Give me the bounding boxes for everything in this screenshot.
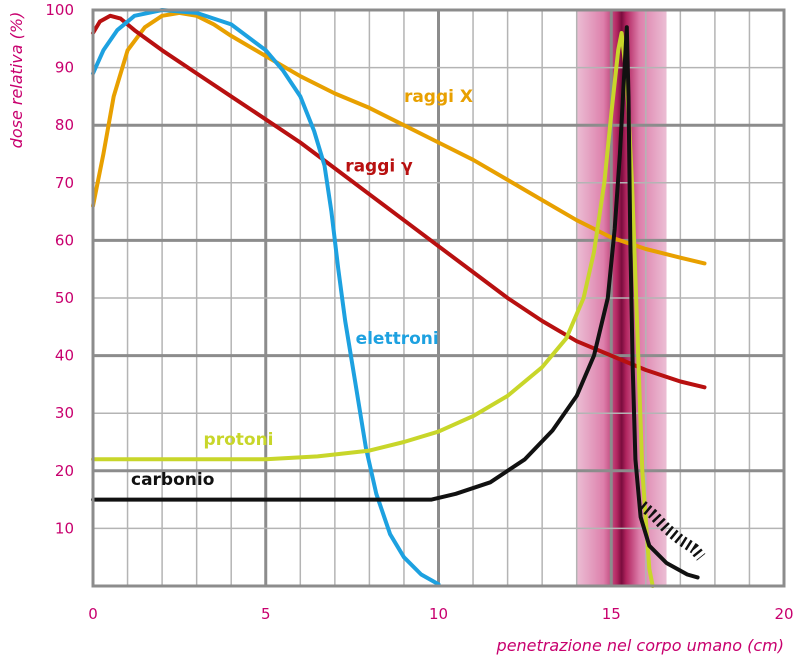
- x-tick-label: 5: [261, 605, 271, 623]
- series-line-raggi-X: [91, 10, 707, 266]
- y-tick-label: 10: [55, 519, 74, 537]
- grid: [93, 10, 784, 586]
- y-tick-label: 30: [55, 404, 74, 422]
- y-axis-label: dose relativa (%): [7, 12, 26, 149]
- series-line-elettroni: [91, 8, 441, 587]
- series-line-carbonio: [91, 25, 700, 580]
- y-tick-label: 20: [55, 462, 74, 480]
- x-tick-label: 15: [602, 605, 621, 623]
- series-label: elettroni: [356, 329, 439, 349]
- series-label: raggi X: [404, 87, 473, 107]
- series-label: carbonio: [131, 470, 214, 490]
- x-tick-label: 10: [429, 605, 448, 623]
- y-tick-label: 100: [45, 1, 74, 19]
- y-tick-label: 90: [55, 59, 74, 77]
- series-labels: raggi X raggi γ elettroni protoni carbonio: [131, 87, 473, 490]
- y-tick-label: 60: [55, 231, 74, 249]
- x-axis-ticks: 0 5 10 15 20: [88, 605, 793, 623]
- series-label: protoni: [204, 430, 274, 450]
- x-tick-label: 0: [88, 605, 98, 623]
- plot-frame: [91, 8, 786, 588]
- x-tick-label: 20: [774, 605, 793, 623]
- y-tick-label: 70: [55, 174, 74, 192]
- series-line-protoni: [91, 31, 655, 588]
- curves: [91, 8, 707, 588]
- y-tick-label: 80: [55, 116, 74, 134]
- carbonio-tail-hatch: [638, 501, 706, 561]
- y-tick-label: 40: [55, 347, 74, 365]
- y-axis-ticks: 10 20 30 40 50 60 70 80 90 100: [45, 1, 74, 537]
- x-axis-label: penetrazione nel corpo umano (cm): [496, 636, 784, 655]
- y-tick-label: 50: [55, 289, 74, 307]
- series-label: raggi γ: [345, 156, 413, 176]
